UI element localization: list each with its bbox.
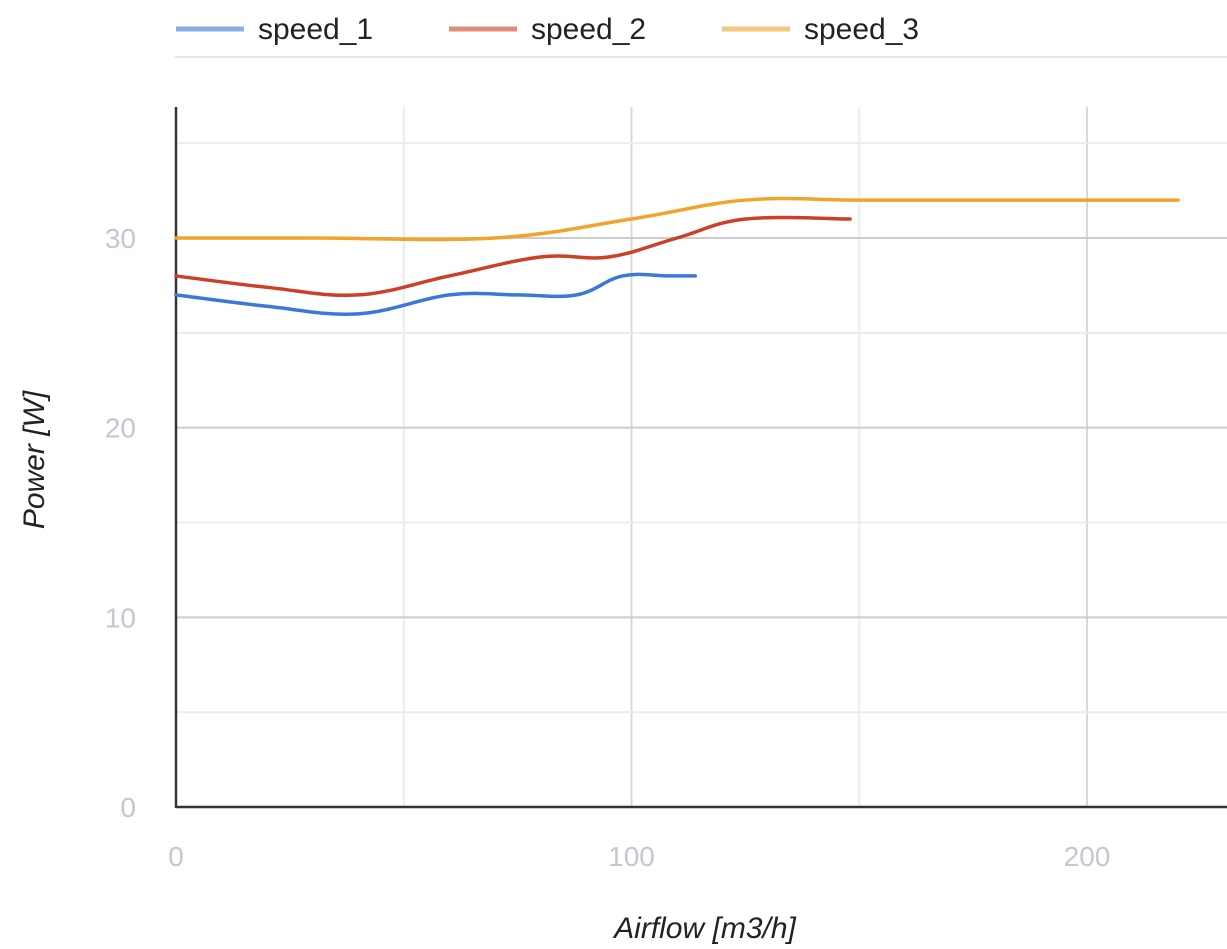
x-tick-label: 100 (608, 841, 655, 872)
y-tick-label: 20 (105, 413, 136, 444)
legend-label-speed_2: speed_2 (531, 13, 646, 46)
y-tick-label: 0 (120, 792, 136, 823)
series-line-speed_3 (174, 196, 1180, 242)
grid (176, 107, 1227, 807)
tick-labels: 0 100 200 0 10 20 30 (105, 223, 1111, 872)
legend: speed_1 speed_2 speed_3 (176, 13, 919, 46)
series-line-speed_2 (174, 215, 852, 298)
y-tick-label: 10 (105, 602, 136, 633)
series-line-speed_1 (174, 272, 698, 316)
y-tick-label: 30 (105, 223, 136, 254)
axes (174, 107, 1227, 809)
legend-label-speed_3: speed_3 (804, 13, 919, 46)
x-tick-label: 0 (168, 841, 184, 872)
x-axis-title: Airflow [m3/h] (612, 912, 796, 945)
y-axis-title: Power [W] (18, 390, 51, 529)
legend-label-speed_1: speed_1 (258, 13, 373, 46)
x-tick-label: 200 (1064, 841, 1111, 872)
series-group (174, 196, 1180, 316)
